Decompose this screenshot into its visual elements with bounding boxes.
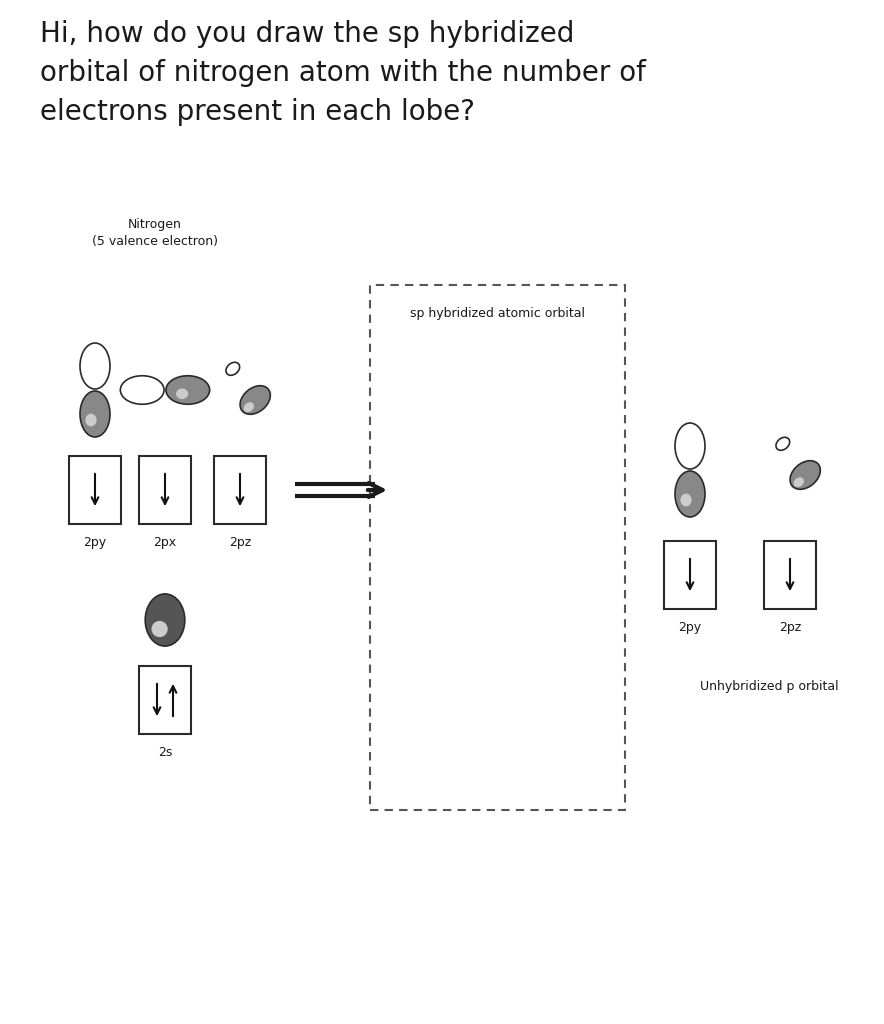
Bar bbox=[370, 285, 625, 810]
Text: Hi, how do you draw the sp hybridized
orbital of nitrogen atom with the number o: Hi, how do you draw the sp hybridized or… bbox=[40, 20, 646, 126]
Bar bbox=[764, 541, 816, 609]
Text: 2px: 2px bbox=[154, 536, 177, 549]
Ellipse shape bbox=[675, 471, 705, 517]
Bar bbox=[69, 456, 121, 524]
Text: 2s: 2s bbox=[158, 746, 172, 759]
Ellipse shape bbox=[86, 414, 96, 426]
Bar bbox=[214, 456, 266, 524]
Text: 2py: 2py bbox=[83, 536, 107, 549]
Bar bbox=[139, 666, 191, 734]
Ellipse shape bbox=[226, 362, 240, 376]
Text: 2py: 2py bbox=[678, 621, 702, 634]
Ellipse shape bbox=[166, 376, 210, 404]
Text: 2pz: 2pz bbox=[229, 536, 251, 549]
Ellipse shape bbox=[240, 386, 271, 415]
Text: sp hybridized atomic orbital: sp hybridized atomic orbital bbox=[410, 307, 585, 319]
Text: Nitrogen
(5 valence electron): Nitrogen (5 valence electron) bbox=[92, 218, 218, 248]
Ellipse shape bbox=[80, 343, 110, 389]
Ellipse shape bbox=[80, 391, 110, 437]
Ellipse shape bbox=[176, 388, 188, 399]
Ellipse shape bbox=[120, 376, 164, 404]
Bar bbox=[664, 541, 716, 609]
Ellipse shape bbox=[145, 594, 185, 646]
Ellipse shape bbox=[794, 477, 804, 487]
Ellipse shape bbox=[151, 621, 168, 637]
Ellipse shape bbox=[675, 423, 705, 469]
Text: Unhybridized p orbital: Unhybridized p orbital bbox=[700, 680, 839, 693]
Text: 2pz: 2pz bbox=[779, 621, 801, 634]
Ellipse shape bbox=[790, 461, 820, 489]
Ellipse shape bbox=[244, 402, 254, 412]
Bar bbox=[139, 456, 191, 524]
Ellipse shape bbox=[776, 437, 789, 451]
Ellipse shape bbox=[681, 494, 691, 507]
